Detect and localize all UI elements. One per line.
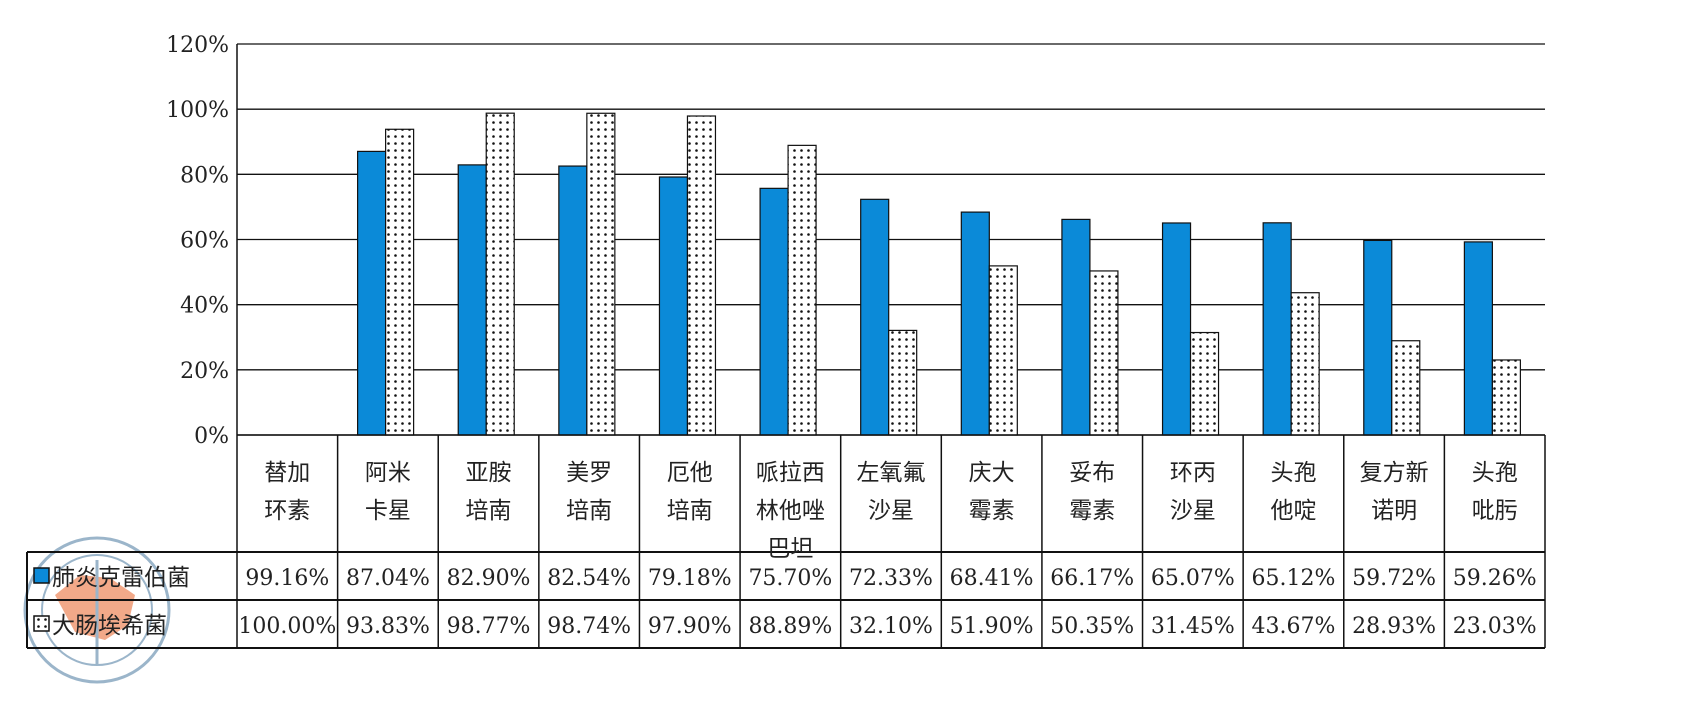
- association-seal-watermark: [23, 536, 171, 684]
- data-label: 100.00%: [238, 614, 336, 639]
- bar-ecoli: [988, 265, 1018, 436]
- bar-klebsiella: [1161, 222, 1192, 436]
- data-label: 59.72%: [1352, 566, 1436, 591]
- x-category-label: 卡星: [365, 498, 411, 524]
- y-tick-label: 100%: [166, 98, 229, 123]
- bar-klebsiella: [457, 164, 487, 436]
- data-label: 97.90%: [648, 614, 732, 639]
- data-label: 93.83%: [346, 614, 430, 639]
- data-label: 82.90%: [447, 566, 531, 591]
- x-category-label: 美罗: [566, 460, 612, 486]
- data-label: 98.77%: [447, 614, 531, 639]
- data-label: 87.04%: [346, 566, 430, 591]
- bar-ecoli: [787, 144, 817, 436]
- x-category-label: 他啶: [1270, 498, 1316, 524]
- bar-klebsiella: [1463, 241, 1493, 436]
- y-tick-label: 120%: [166, 33, 229, 58]
- x-category-label: 林他唑: [756, 498, 825, 524]
- data-label: 43.67%: [1252, 614, 1336, 639]
- x-category-label: 吡肟: [1472, 498, 1518, 524]
- bar-klebsiella: [357, 150, 387, 436]
- data-label: 32.10%: [849, 614, 933, 639]
- x-category-label: 阿米: [365, 460, 411, 486]
- bar-klebsiella: [1262, 222, 1292, 436]
- x-category-label: 霉素: [1069, 498, 1115, 524]
- data-label: 66.17%: [1050, 566, 1134, 591]
- bar-ecoli: [485, 112, 515, 436]
- bar-klebsiella: [1061, 218, 1091, 436]
- y-tick-label: 40%: [180, 294, 229, 319]
- y-tick-label: 20%: [180, 359, 229, 384]
- data-label: 51.90%: [950, 614, 1034, 639]
- data-label: 65.12%: [1252, 566, 1336, 591]
- x-category-label: 替加: [264, 460, 310, 486]
- data-label: 72.33%: [849, 566, 933, 591]
- x-category-label: 沙星: [1170, 498, 1216, 524]
- data-label: 82.54%: [547, 566, 631, 591]
- data-label: 28.93%: [1352, 614, 1436, 639]
- x-category-label: 培南: [667, 498, 713, 524]
- bar-ecoli: [1391, 340, 1421, 436]
- x-category-label: 培南: [566, 498, 612, 524]
- data-label: 98.74%: [547, 614, 631, 639]
- x-category-label: 霉素: [969, 498, 1015, 524]
- bar-ecoli: [686, 115, 717, 436]
- data-label: 50.35%: [1050, 614, 1134, 639]
- data-label: 75.70%: [748, 566, 832, 591]
- x-category-label: 环素: [264, 498, 310, 524]
- bar-ecoli: [586, 112, 616, 436]
- x-category-label: 环丙: [1170, 460, 1216, 486]
- bar-klebsiella: [860, 198, 890, 436]
- legend-swatch-klebsiella: [33, 567, 50, 584]
- x-category-label: 妥布: [1069, 460, 1115, 486]
- data-label: 88.89%: [748, 614, 832, 639]
- x-category-label: 诺明: [1371, 498, 1417, 524]
- x-category-label: 庆大: [969, 460, 1015, 486]
- y-tick-label: 0%: [194, 424, 229, 449]
- data-label: 23.03%: [1453, 614, 1537, 639]
- y-tick-label: 80%: [180, 163, 229, 188]
- x-category-label: 头孢: [1270, 460, 1316, 486]
- x-category-label: 左氧氟: [857, 460, 926, 486]
- x-category-label: 培南: [466, 498, 512, 524]
- x-category-label: 巴坦: [767, 536, 813, 562]
- bar-ecoli: [1089, 270, 1119, 436]
- bar-klebsiella: [759, 187, 789, 436]
- bar-ecoli: [1290, 292, 1320, 436]
- x-category-label: 哌拉西: [756, 460, 825, 486]
- data-label: 99.16%: [245, 566, 329, 591]
- x-category-label: 沙星: [868, 498, 914, 524]
- bar-ecoli: [1491, 359, 1521, 436]
- x-category-label: 头孢: [1472, 460, 1518, 486]
- legend-swatch-ecoli: [33, 615, 50, 632]
- data-label: 31.45%: [1151, 614, 1235, 639]
- bar-klebsiella: [558, 165, 588, 436]
- bar-ecoli: [1189, 331, 1220, 436]
- y-tick-label: 60%: [180, 229, 229, 254]
- legend-label: 肺炎克雷伯菌: [52, 565, 190, 591]
- bar-ecoli: [888, 329, 918, 436]
- bar-klebsiella: [658, 176, 689, 436]
- bar-klebsiella: [1363, 239, 1393, 436]
- data-label: 65.07%: [1151, 566, 1235, 591]
- x-category-label: 厄他: [667, 460, 713, 486]
- bar-klebsiella: [960, 211, 990, 436]
- data-label: 59.26%: [1453, 566, 1537, 591]
- data-label: 68.41%: [950, 566, 1034, 591]
- data-label: 79.18%: [648, 566, 732, 591]
- x-category-label: 亚胺: [466, 460, 512, 486]
- legend-label: 大肠埃希菌: [52, 613, 167, 639]
- bar-ecoli: [385, 128, 415, 436]
- x-category-label: 复方新: [1360, 460, 1429, 486]
